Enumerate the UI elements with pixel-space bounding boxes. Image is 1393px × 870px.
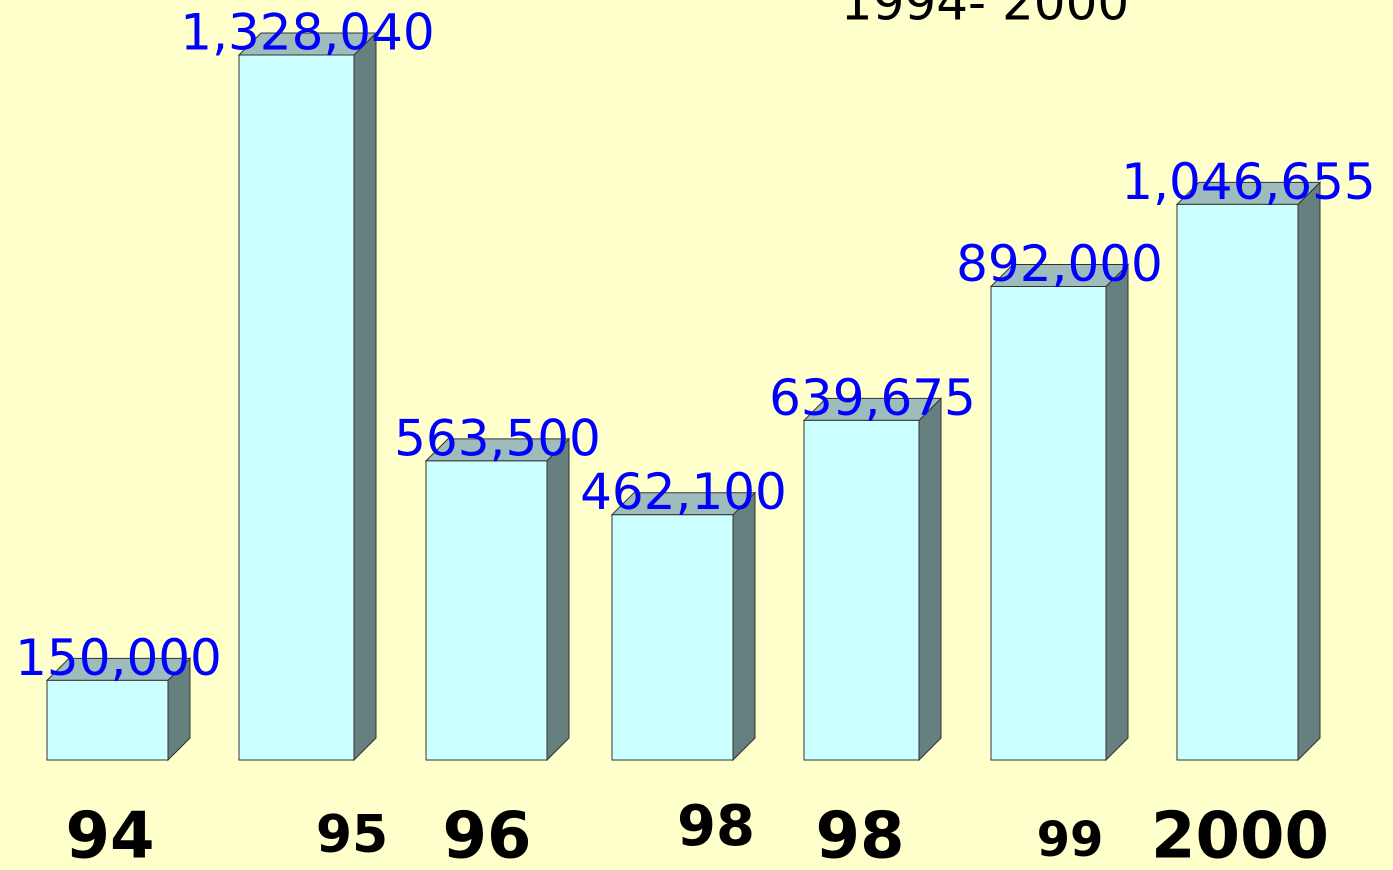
value-label: 563,500 (394, 409, 601, 467)
x-tick-label: 94 (65, 800, 154, 870)
bar-side (1105, 263, 1129, 762)
x-tick-label: 95 (316, 805, 388, 865)
bar-front (990, 285, 1107, 761)
x-tick-label: 2000 (1151, 800, 1329, 870)
bar-side (546, 437, 570, 762)
x-tick-label: 98 (677, 794, 755, 859)
value-label: 1,328,040 (180, 4, 434, 62)
bar (989, 263, 1130, 762)
bar (802, 397, 943, 762)
value-label: 462,100 (580, 463, 787, 521)
x-tick-label: 98 (815, 800, 904, 870)
value-label: 639,675 (769, 369, 976, 427)
bar (610, 491, 757, 762)
x-tick-label: 99 (1037, 812, 1104, 868)
bar-front (1176, 203, 1299, 761)
value-label: 150,000 (15, 629, 222, 687)
bar-front (46, 679, 169, 761)
value-label: 1,046,655 (1121, 153, 1375, 211)
bar-front (803, 419, 920, 761)
bar-side (353, 31, 377, 762)
bar-front (425, 460, 548, 761)
value-label: 892,000 (956, 235, 1163, 293)
bar-side (732, 491, 756, 762)
bar (45, 657, 192, 762)
bar-front (238, 54, 355, 761)
bar-front (611, 514, 734, 761)
x-tick-label: 96 (442, 800, 531, 870)
bar-side (918, 397, 942, 762)
bar-side (1297, 181, 1321, 762)
bar (424, 437, 571, 762)
chart-title: 1994- 2000 (841, 0, 1129, 32)
bar (237, 31, 378, 762)
bar (1175, 181, 1322, 762)
